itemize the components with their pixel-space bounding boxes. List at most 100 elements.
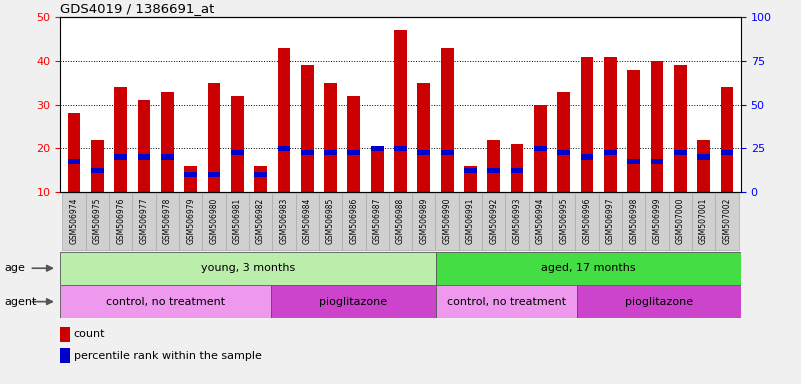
Bar [436,285,577,318]
Bar [155,193,179,250]
Bar [60,252,436,285]
Bar [394,30,407,192]
Bar [138,154,151,160]
Bar [627,70,640,192]
Bar [226,193,249,250]
Bar [184,172,197,177]
Bar [441,150,453,155]
Text: GDS4019 / 1386691_at: GDS4019 / 1386691_at [60,2,215,15]
Bar [132,193,155,250]
Bar [371,146,384,151]
Bar [138,100,151,192]
Text: GSM507001: GSM507001 [699,197,708,244]
Bar [207,172,220,177]
Bar [394,146,407,151]
Bar [365,193,388,250]
Bar [459,193,482,250]
Bar [231,150,244,155]
Bar [184,166,197,192]
Text: percentile rank within the sample: percentile rank within the sample [74,351,262,361]
Bar [277,146,290,151]
Bar [67,113,80,192]
Bar [552,193,575,250]
Bar [436,252,741,285]
Bar [581,56,594,192]
Text: GSM507002: GSM507002 [723,197,731,244]
Text: young, 3 months: young, 3 months [201,263,295,273]
Bar [604,56,617,192]
Bar [575,193,598,250]
Bar [371,148,384,192]
Text: GSM506985: GSM506985 [326,197,335,244]
Text: GSM506991: GSM506991 [466,197,475,244]
Text: GSM506998: GSM506998 [629,197,638,244]
Bar [249,193,272,250]
Bar [301,150,314,155]
Bar [529,193,552,250]
Bar [207,83,220,192]
Text: GSM506976: GSM506976 [116,197,125,244]
Bar [669,193,692,250]
Bar [254,166,267,192]
Bar [674,65,686,192]
Bar [487,167,500,173]
Text: GSM506974: GSM506974 [70,197,78,244]
Text: GSM506979: GSM506979 [186,197,195,244]
Bar [272,193,296,250]
Bar [511,144,524,192]
Bar [721,87,734,192]
Bar [179,193,203,250]
Bar [511,167,524,173]
Bar [115,154,127,160]
Bar [692,193,715,250]
Bar [62,193,86,250]
Text: GSM506986: GSM506986 [349,197,358,244]
Bar [436,193,459,250]
Bar [348,150,360,155]
Text: control, no treatment: control, no treatment [107,296,225,307]
Text: age: age [4,263,25,273]
Bar [604,150,617,155]
Text: GSM506995: GSM506995 [559,197,568,244]
Text: aged, 17 months: aged, 17 months [541,263,636,273]
Text: GSM506981: GSM506981 [233,197,242,244]
Text: pioglitazone: pioglitazone [625,296,693,307]
Bar [277,48,290,192]
Bar [115,87,127,192]
Bar [272,285,436,318]
Text: GSM506987: GSM506987 [372,197,382,244]
Bar [417,83,430,192]
Bar [86,193,109,250]
Bar [413,193,436,250]
Text: control, no treatment: control, no treatment [447,296,566,307]
Bar [388,193,413,250]
Text: GSM506984: GSM506984 [303,197,312,244]
Bar [721,150,734,155]
Text: GSM506982: GSM506982 [256,197,265,244]
Bar [296,193,319,250]
Text: GSM506990: GSM506990 [443,197,452,244]
Text: GSM506996: GSM506996 [582,197,591,244]
Text: GSM506999: GSM506999 [653,197,662,244]
Bar [697,154,710,160]
Bar [203,193,226,250]
Bar [91,140,104,192]
Text: GSM507000: GSM507000 [676,197,685,244]
Text: count: count [74,329,105,339]
Bar [91,167,104,173]
Bar [324,83,337,192]
Text: GSM506997: GSM506997 [606,197,615,244]
Bar [231,96,244,192]
Bar [534,105,547,192]
Bar [598,193,622,250]
Bar [464,167,477,173]
Bar [650,159,663,164]
Bar [646,193,669,250]
Bar [581,154,594,160]
Text: agent: agent [4,296,36,307]
Bar [348,96,360,192]
Bar [577,285,741,318]
Bar [627,159,640,164]
Bar [417,150,430,155]
Bar [715,193,739,250]
